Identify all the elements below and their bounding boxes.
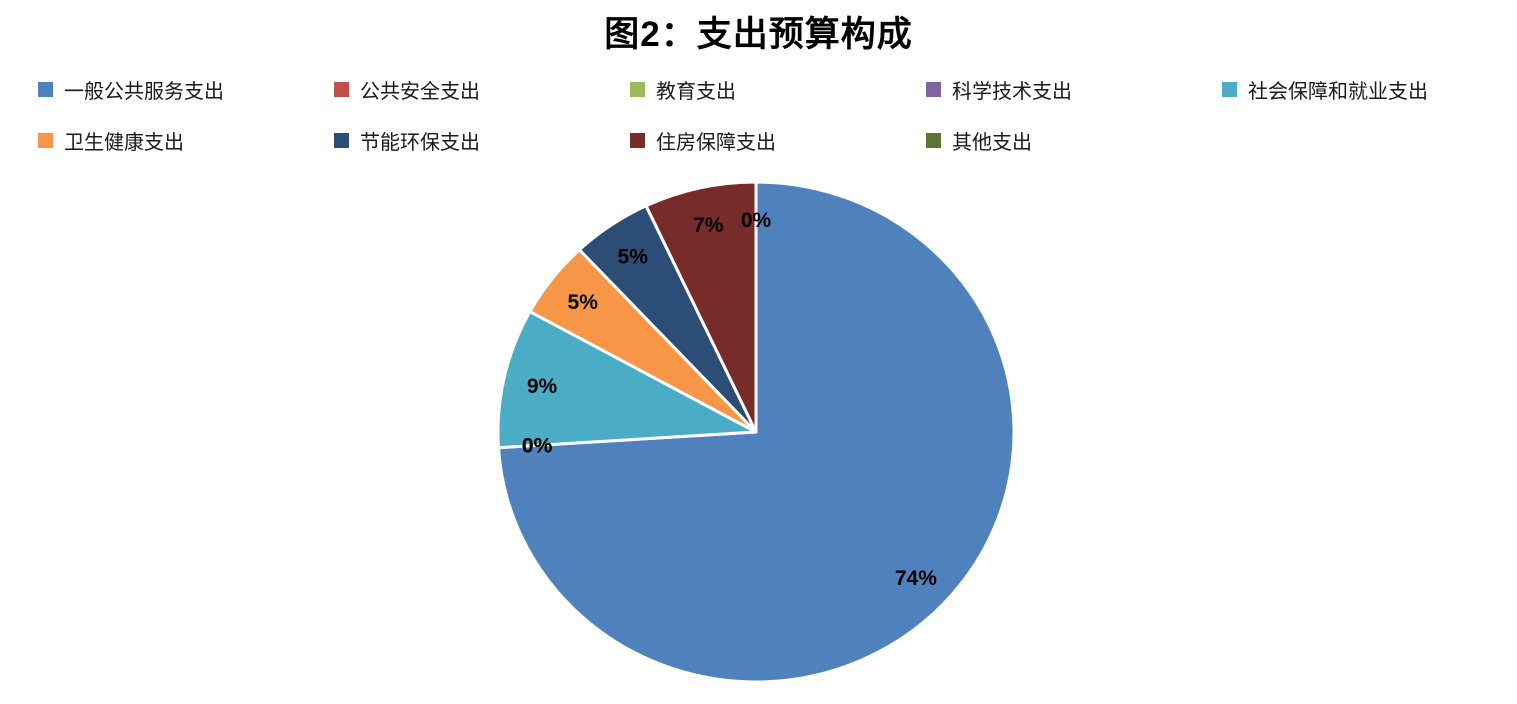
- pie-slice-4: [496, 310, 758, 450]
- legend-swatch-icon: [38, 132, 53, 148]
- legend-swatch-icon: [38, 81, 53, 97]
- legend-item-label: 一般公共服务支出: [64, 80, 224, 103]
- legend-item-label: 公共安全支出: [360, 80, 480, 103]
- pie-slice-label: 7%: [693, 214, 724, 237]
- legend-item-3: 科学技术支出: [926, 76, 1222, 103]
- legend-item-2: 教育支出: [630, 76, 926, 103]
- legend-swatch-icon: [926, 132, 941, 148]
- legend-item-7: 住房保障支出: [630, 127, 926, 154]
- legend-item-6: 节能环保支出: [334, 127, 630, 154]
- legend-item-label: 卫生健康支出: [64, 131, 184, 154]
- legend-item-1: 公共安全支出: [334, 76, 630, 103]
- pie-slice-label: 5%: [618, 246, 649, 269]
- legend-swatch-icon: [630, 132, 645, 148]
- pie-slice-label: 5%: [568, 291, 599, 314]
- legend-swatch-icon: [334, 132, 349, 148]
- legend-swatch-icon: [630, 81, 645, 97]
- pie-slice-label: 74%: [895, 567, 937, 590]
- pie-slice-7: [644, 180, 758, 434]
- legend-item-label: 科学技术支出: [952, 80, 1072, 103]
- legend-item-label: 住房保障支出: [656, 131, 776, 154]
- legend-item-label: 其他支出: [952, 131, 1032, 154]
- pie-slice-label: 0%: [522, 435, 553, 458]
- pie-slice-label: 9%: [527, 375, 558, 398]
- chart-legend: 一般公共服务支出 公共安全支出 教育支出 科学技术支出 社会保障和就业支出卫生健康支出 节…: [38, 76, 1517, 154]
- pie-slice-label: 0%: [741, 209, 772, 232]
- legend-item-label: 教育支出: [656, 80, 736, 103]
- legend-item-5: 卫生健康支出: [38, 127, 334, 154]
- legend-item-0: 一般公共服务支出: [38, 76, 334, 103]
- pie-slice-label: 0%: [522, 435, 553, 458]
- legend-swatch-icon: [1222, 81, 1237, 97]
- chart-title: 图2：支出预算构成: [604, 15, 913, 54]
- legend-swatch-icon: [926, 81, 941, 97]
- legend-item-label: 节能环保支出: [360, 131, 480, 154]
- legend-item-label: 社会保障和就业支出: [1248, 80, 1428, 103]
- pie-slice-label: 0%: [522, 435, 553, 458]
- legend-item-8: 其他支出: [926, 127, 1222, 154]
- legend-swatch-icon: [334, 81, 349, 97]
- legend-item-4: 社会保障和就业支出: [1222, 76, 1517, 103]
